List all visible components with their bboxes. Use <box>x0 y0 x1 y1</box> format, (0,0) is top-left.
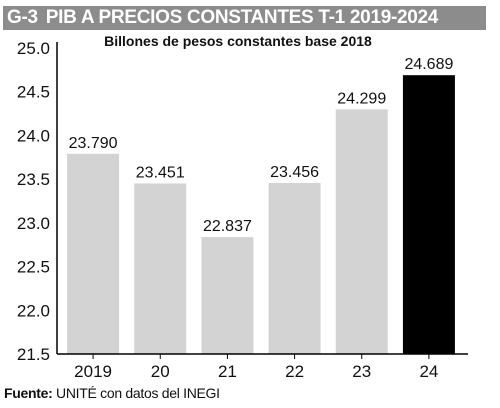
bar <box>402 75 455 355</box>
data-label: 23.456 <box>270 164 319 181</box>
y-tick-label: 25.0 <box>17 39 50 58</box>
bars: 23.790 23.451 22.837 23.456 24.299 24.689 <box>67 56 455 355</box>
x-tick-label: 24 <box>419 362 438 381</box>
y-tick-label: 23.0 <box>17 214 50 233</box>
data-label: 24.299 <box>337 90 386 107</box>
data-label: 22.837 <box>203 218 252 235</box>
y-tick-label: 21.5 <box>17 345 50 364</box>
y-tick-label: 22.5 <box>17 258 50 277</box>
x-tick-label: 20 <box>151 362 170 381</box>
bar <box>67 153 120 354</box>
x-axis: 2019 20 21 22 23 24 <box>57 353 468 381</box>
y-tick-label: 24.5 <box>17 83 50 102</box>
source-label: Fuente: <box>4 385 53 401</box>
y-tick-label: 23.5 <box>17 170 50 189</box>
source-note: Fuente: UNITÉ con datos del INEGI <box>4 385 220 401</box>
chart-code: G-3 <box>7 7 38 28</box>
y-tick-label: 22.0 <box>17 301 50 320</box>
bar <box>335 109 388 354</box>
y-tick-label: 24.0 <box>17 126 50 145</box>
x-tick-label: 21 <box>218 362 237 381</box>
bar <box>201 237 254 354</box>
bar <box>134 183 187 354</box>
chart-subtitle: Billones de pesos constantes base 2018 <box>104 33 372 49</box>
data-label: 24.689 <box>404 56 453 73</box>
data-label: 23.790 <box>69 135 118 152</box>
chart-title: PIB A PRECIOS CONSTANTES T-1 2019-2024 <box>45 7 439 28</box>
y-axis: 21.5 22.0 22.5 23.0 23.5 24.0 24.5 25.0 <box>17 39 58 364</box>
source-text: UNITÉ con datos del INEGI <box>56 385 220 401</box>
x-tick-label: 23 <box>352 362 371 381</box>
bar <box>268 182 321 354</box>
x-tick-label: 22 <box>285 362 304 381</box>
chart-title-bar: G-3 PIB A PRECIOS CONSTANTES T-1 2019-202… <box>3 6 486 30</box>
data-label: 23.451 <box>136 164 185 181</box>
x-tick-label: 2019 <box>74 362 112 381</box>
